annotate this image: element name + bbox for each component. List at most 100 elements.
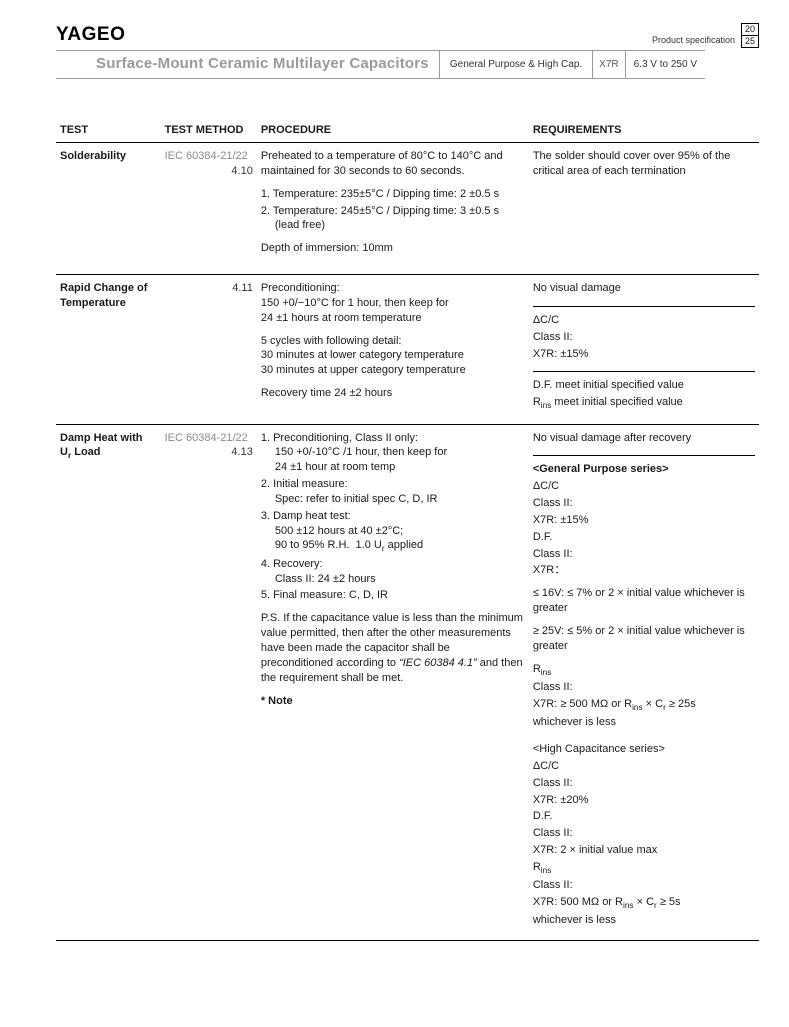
req-text: Rins bbox=[533, 662, 755, 678]
proc-text: 5 cycles with following detail: bbox=[261, 334, 525, 349]
procedure-cell: Preconditioning: 150 +0/−10°C for 1 hour… bbox=[257, 275, 529, 425]
proc-text: 30 minutes at upper category temperature bbox=[261, 363, 525, 378]
method-standard: IEC 60384-21/22 bbox=[165, 149, 248, 164]
req-series-title: <High Capacitance series> bbox=[533, 742, 755, 757]
list-item: 3. Damp heat test: 500 ±12 hours at 40 ±… bbox=[261, 509, 525, 555]
procedure-cell: 1. Preconditioning, Class II only: 150 +… bbox=[257, 424, 529, 941]
page-total: 25 bbox=[742, 36, 758, 47]
proc-list: 1. Preconditioning, Class II only: 150 +… bbox=[261, 431, 525, 604]
doc-title: Surface-Mount Ceramic Multilayer Capacit… bbox=[56, 50, 440, 80]
req-text: Class II: bbox=[533, 547, 755, 562]
req-text: No visual damage bbox=[533, 281, 755, 296]
divider bbox=[533, 455, 755, 456]
req-text: ΔC/C bbox=[533, 759, 755, 774]
list-item-text: 1. Preconditioning, Class II only: bbox=[261, 432, 418, 444]
list-item-text: 2. Temperature: 245±5°C / Dipping time: … bbox=[261, 205, 499, 217]
req-text: Class II: bbox=[533, 330, 755, 345]
list-item: 2. Temperature: 245±5°C / Dipping time: … bbox=[261, 204, 525, 234]
table-row: Solderability IEC 60384-21/22 4.10 Prehe… bbox=[56, 142, 759, 274]
req-text: X7R: ±15% bbox=[533, 347, 755, 362]
proc-list: 1. Temperature: 235±5°C / Dipping time: … bbox=[261, 187, 525, 234]
method-standard: IEC 60384-21/22 bbox=[165, 431, 248, 446]
col-method: TEST METHOD bbox=[161, 119, 257, 142]
list-item-text: 4. Recovery: bbox=[261, 558, 323, 570]
list-item-sub: Class II: 24 ±2 hours bbox=[273, 572, 525, 587]
proc-text: 150 +0/−10°C for 1 hour, then keep for bbox=[261, 296, 525, 311]
req-text: X7R: ≥ 500 MΩ or Rins × Cr ≥ 25s bbox=[533, 697, 755, 713]
page-current: 20 bbox=[742, 24, 758, 36]
req-text: D.F. bbox=[533, 809, 755, 824]
list-item: 1. Temperature: 235±5°C / Dipping time: … bbox=[261, 187, 525, 202]
requirements-cell: No visual damage ΔC/C Class II: X7R: ±15… bbox=[529, 275, 759, 425]
col-test: TEST bbox=[56, 119, 161, 142]
req-text: X7R: 500 MΩ or Rins × Cr ≥ 5s bbox=[533, 895, 755, 911]
req-text: X7R: ±20% bbox=[533, 793, 755, 808]
spec-table: TEST TEST METHOD PROCEDURE REQUIREMENTS … bbox=[56, 119, 759, 941]
req-text: whichever is less bbox=[533, 715, 755, 730]
test-name: Damp Heat with Ur Load bbox=[56, 424, 161, 941]
page-subheader: Surface-Mount Ceramic Multilayer Capacit… bbox=[56, 50, 759, 80]
proc-text: 30 minutes at lower category temperature bbox=[261, 348, 525, 363]
list-item-sub: 500 ±12 hours at 40 ±2°C; bbox=[273, 524, 525, 539]
list-item: 2. Initial measure: Spec: refer to initi… bbox=[261, 477, 525, 507]
req-text: Rins bbox=[533, 860, 755, 876]
requirements-cell: No visual damage after recovery <General… bbox=[529, 424, 759, 941]
procedure-cell: Preheated to a temperature of 80°C to 14… bbox=[257, 142, 529, 274]
list-item-sub: Spec: refer to initial spec C, D, IR bbox=[273, 492, 525, 507]
req-text: Class II: bbox=[533, 878, 755, 893]
req-text: Rins meet initial specified value bbox=[533, 395, 755, 411]
table-header-row: TEST TEST METHOD PROCEDURE REQUIREMENTS bbox=[56, 119, 759, 142]
proc-text: Depth of immersion: 10mm bbox=[261, 241, 525, 256]
col-requirements: REQUIREMENTS bbox=[529, 119, 759, 142]
doc-voltage: 6.3 V to 250 V bbox=[626, 50, 705, 80]
req-text: X7R: 2 × initial value max bbox=[533, 843, 755, 858]
brand-logo: YAGEO bbox=[56, 22, 125, 48]
list-item-sub: (lead free) bbox=[273, 218, 525, 233]
test-method: 4.11 bbox=[161, 275, 257, 425]
proc-text: Recovery time 24 ±2 hours bbox=[261, 386, 525, 401]
req-text: ΔC/C bbox=[533, 479, 755, 494]
req-text: ΔC/C bbox=[533, 313, 755, 328]
req-text: whichever is less bbox=[533, 913, 755, 928]
list-item-sub: 24 ±1 hour at room temp bbox=[273, 460, 525, 475]
req-text: No visual damage after recovery bbox=[533, 431, 755, 446]
table-row: Damp Heat with Ur Load IEC 60384-21/22 4… bbox=[56, 424, 759, 941]
page-number-box: 20 25 bbox=[741, 23, 759, 48]
req-text: Class II: bbox=[533, 776, 755, 791]
table-row: Rapid Change of Temperature 4.11 Precond… bbox=[56, 275, 759, 425]
req-text: Class II: bbox=[533, 826, 755, 841]
list-item-sub: 90 to 95% R.H. 1.0 Ur applied bbox=[273, 538, 525, 554]
req-text: The solder should cover over 95% of the … bbox=[533, 149, 755, 179]
list-item: 1. Preconditioning, Class II only: 150 +… bbox=[261, 431, 525, 476]
proc-text: Preconditioning: bbox=[261, 281, 525, 296]
spec-label: Product specification bbox=[652, 34, 735, 46]
method-number: 4.11 bbox=[232, 281, 253, 296]
list-item-text: 3. Damp heat test: bbox=[261, 510, 351, 522]
list-item-text: 2. Initial measure: bbox=[261, 478, 348, 490]
req-series-title: <General Purpose series> bbox=[533, 462, 755, 477]
req-text: X7R： bbox=[533, 563, 755, 578]
method-number: 4.13 bbox=[231, 445, 252, 460]
req-text: Class II: bbox=[533, 496, 755, 511]
test-method: IEC 60384-21/22 4.10 bbox=[161, 142, 257, 274]
proc-note: * Note bbox=[261, 694, 525, 709]
page-header: YAGEO Product specification 20 25 bbox=[56, 22, 759, 48]
list-item-sub: 150 +0/-10°C /1 hour, then keep for bbox=[273, 445, 525, 460]
req-text: D.F. bbox=[533, 530, 755, 545]
proc-ps: P.S. If the capacitance value is less th… bbox=[261, 611, 525, 685]
divider bbox=[533, 306, 755, 307]
method-number: 4.10 bbox=[231, 164, 252, 179]
doc-code: X7R bbox=[593, 50, 625, 80]
proc-text: Preheated to a temperature of 80°C to 14… bbox=[261, 149, 525, 179]
req-text: X7R: ±15% bbox=[533, 513, 755, 528]
req-text: ≤ 16V: ≤ 7% or 2 × initial value whichev… bbox=[533, 586, 755, 616]
requirements-cell: The solder should cover over 95% of the … bbox=[529, 142, 759, 274]
divider bbox=[533, 371, 755, 372]
req-text: D.F. meet initial specified value bbox=[533, 378, 755, 393]
col-procedure: PROCEDURE bbox=[257, 119, 529, 142]
doc-category: General Purpose & High Cap. bbox=[440, 50, 593, 80]
list-item: 5. Final measure: C, D, IR bbox=[261, 588, 525, 603]
req-text: ≥ 25V: ≤ 5% or 2 × initial value whichev… bbox=[533, 624, 755, 654]
test-name: Solderability bbox=[56, 142, 161, 274]
proc-text: 24 ±1 hours at room temperature bbox=[261, 311, 525, 326]
